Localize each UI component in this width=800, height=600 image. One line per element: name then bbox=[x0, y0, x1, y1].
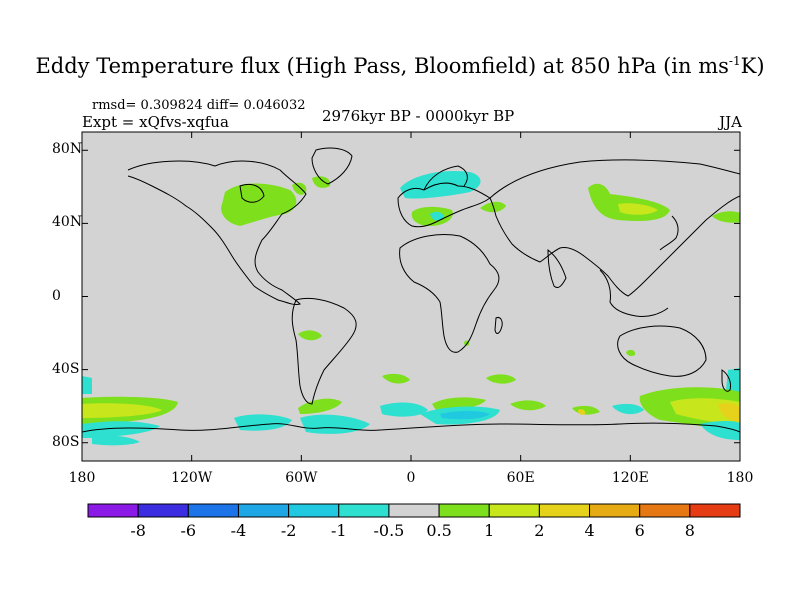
anomaly-greenland bbox=[312, 176, 331, 188]
colorbar-label: 1 bbox=[484, 521, 495, 540]
lon-label: 180 bbox=[68, 470, 96, 486]
anomaly-australia bbox=[626, 349, 636, 356]
colorbar-swatch bbox=[338, 503, 390, 518]
colorbar-swatch bbox=[488, 503, 540, 518]
colorbar-swatch bbox=[137, 503, 189, 518]
lon-label: 180 bbox=[726, 470, 754, 486]
coast-europe bbox=[397, 182, 491, 228]
season-label: JJA bbox=[719, 113, 742, 131]
anomaly-negative-indian bbox=[612, 403, 644, 415]
anomaly-indian-ocean bbox=[486, 374, 516, 384]
colorbar-label: 8 bbox=[684, 521, 695, 540]
anomaly-yellow-spot bbox=[578, 409, 586, 415]
colorbar-label: 2 bbox=[534, 521, 545, 540]
coast-antarctica bbox=[82, 422, 740, 433]
coast-asia bbox=[489, 159, 740, 297]
colorbar-label: 4 bbox=[584, 521, 595, 540]
anomaly-weddell bbox=[432, 397, 486, 410]
anomaly-negative-pacific-2 bbox=[234, 414, 292, 431]
axis-ticks bbox=[81, 132, 741, 461]
rmsd-diff-stats: rmsd= 0.309824 diff= 0.046032 bbox=[92, 98, 306, 113]
coastlines bbox=[82, 147, 740, 433]
anomaly-southern-ocean-east-max bbox=[718, 403, 740, 422]
anomaly-negative-pacific-1 bbox=[82, 421, 160, 438]
plot-title: Eddy Temperature flux (High Pass, Bloomf… bbox=[35, 54, 765, 78]
colorbar-label: -0.5 bbox=[373, 521, 405, 540]
lat-label: 0 bbox=[52, 287, 61, 304]
coast-greenland bbox=[311, 147, 353, 185]
colorbar-swatch bbox=[438, 503, 490, 518]
lon-label: 60E bbox=[506, 470, 535, 486]
colorbar-label: -6 bbox=[180, 521, 197, 540]
colorbar-label: 0.5 bbox=[426, 521, 452, 540]
anomaly-south-atlantic bbox=[382, 373, 410, 384]
lon-label: 60W bbox=[285, 470, 318, 486]
colorbar-swatch bbox=[237, 503, 290, 518]
anomaly-negative-weddell-core bbox=[440, 411, 490, 420]
colorbar-swatch bbox=[187, 503, 239, 518]
anomaly-east-edge-blue bbox=[726, 368, 740, 392]
colorbar-label: -2 bbox=[280, 521, 297, 540]
anomaly-pacific-north bbox=[712, 211, 740, 223]
colorbar-swatch bbox=[87, 503, 139, 518]
lat-label: 80N bbox=[52, 141, 83, 158]
lat-label: 40N bbox=[52, 214, 83, 231]
lat-label: 80S bbox=[52, 433, 80, 450]
lon-label: 0 bbox=[406, 470, 416, 486]
coast-southeast-asia bbox=[599, 269, 669, 317]
anomaly-mediterranean bbox=[430, 211, 444, 221]
colorbar-swatch bbox=[538, 503, 591, 518]
anomaly-negative-atlantic bbox=[380, 402, 428, 417]
coast-south-america bbox=[291, 297, 357, 405]
colorbar-swatch bbox=[639, 503, 691, 518]
coast-madagascar bbox=[494, 317, 503, 334]
anomaly-south-america-tropics bbox=[298, 330, 322, 341]
anomaly-north-america bbox=[221, 183, 297, 226]
anomaly-indian-southern bbox=[510, 400, 546, 411]
period-label: 2976kyr BP - 0000kyr BP bbox=[322, 107, 515, 125]
coast-north-america bbox=[127, 160, 307, 305]
anomaly-drake-passage bbox=[298, 398, 342, 414]
coast-japan bbox=[659, 215, 679, 251]
experiment-label: Expt = xQfvs-xqfua bbox=[82, 113, 229, 131]
coast-india bbox=[547, 248, 567, 289]
anomaly-scandinavia bbox=[400, 170, 481, 199]
lat-label: 40S bbox=[52, 360, 80, 377]
colorbar-swatch bbox=[689, 503, 741, 518]
coast-africa bbox=[399, 234, 500, 353]
coast-scandinavia bbox=[423, 165, 468, 191]
anomaly-negative-west-bottom bbox=[92, 435, 140, 446]
colorbar-label: -4 bbox=[230, 521, 247, 540]
coast-new-zealand bbox=[721, 369, 731, 392]
anomaly-fields bbox=[82, 170, 740, 446]
coast-australia bbox=[617, 325, 707, 377]
anomaly-mongolia-core bbox=[618, 203, 658, 215]
colorbar-swatch bbox=[288, 503, 340, 518]
coast-hudson bbox=[239, 183, 265, 203]
lon-label: 120W bbox=[171, 470, 213, 486]
anomaly-north-america-east bbox=[292, 182, 307, 195]
anomaly-west-edge-blue bbox=[82, 376, 92, 394]
colorbar-swatch bbox=[589, 503, 641, 518]
colorbar bbox=[87, 503, 741, 518]
colorbar-label: -1 bbox=[330, 521, 347, 540]
anomaly-southern-ocean-west-core bbox=[82, 403, 162, 418]
colorbar-swatch bbox=[388, 503, 440, 518]
lon-label: 120E bbox=[611, 470, 649, 486]
colorbar-label: -8 bbox=[130, 521, 146, 540]
colorbar-label: 6 bbox=[634, 521, 645, 540]
